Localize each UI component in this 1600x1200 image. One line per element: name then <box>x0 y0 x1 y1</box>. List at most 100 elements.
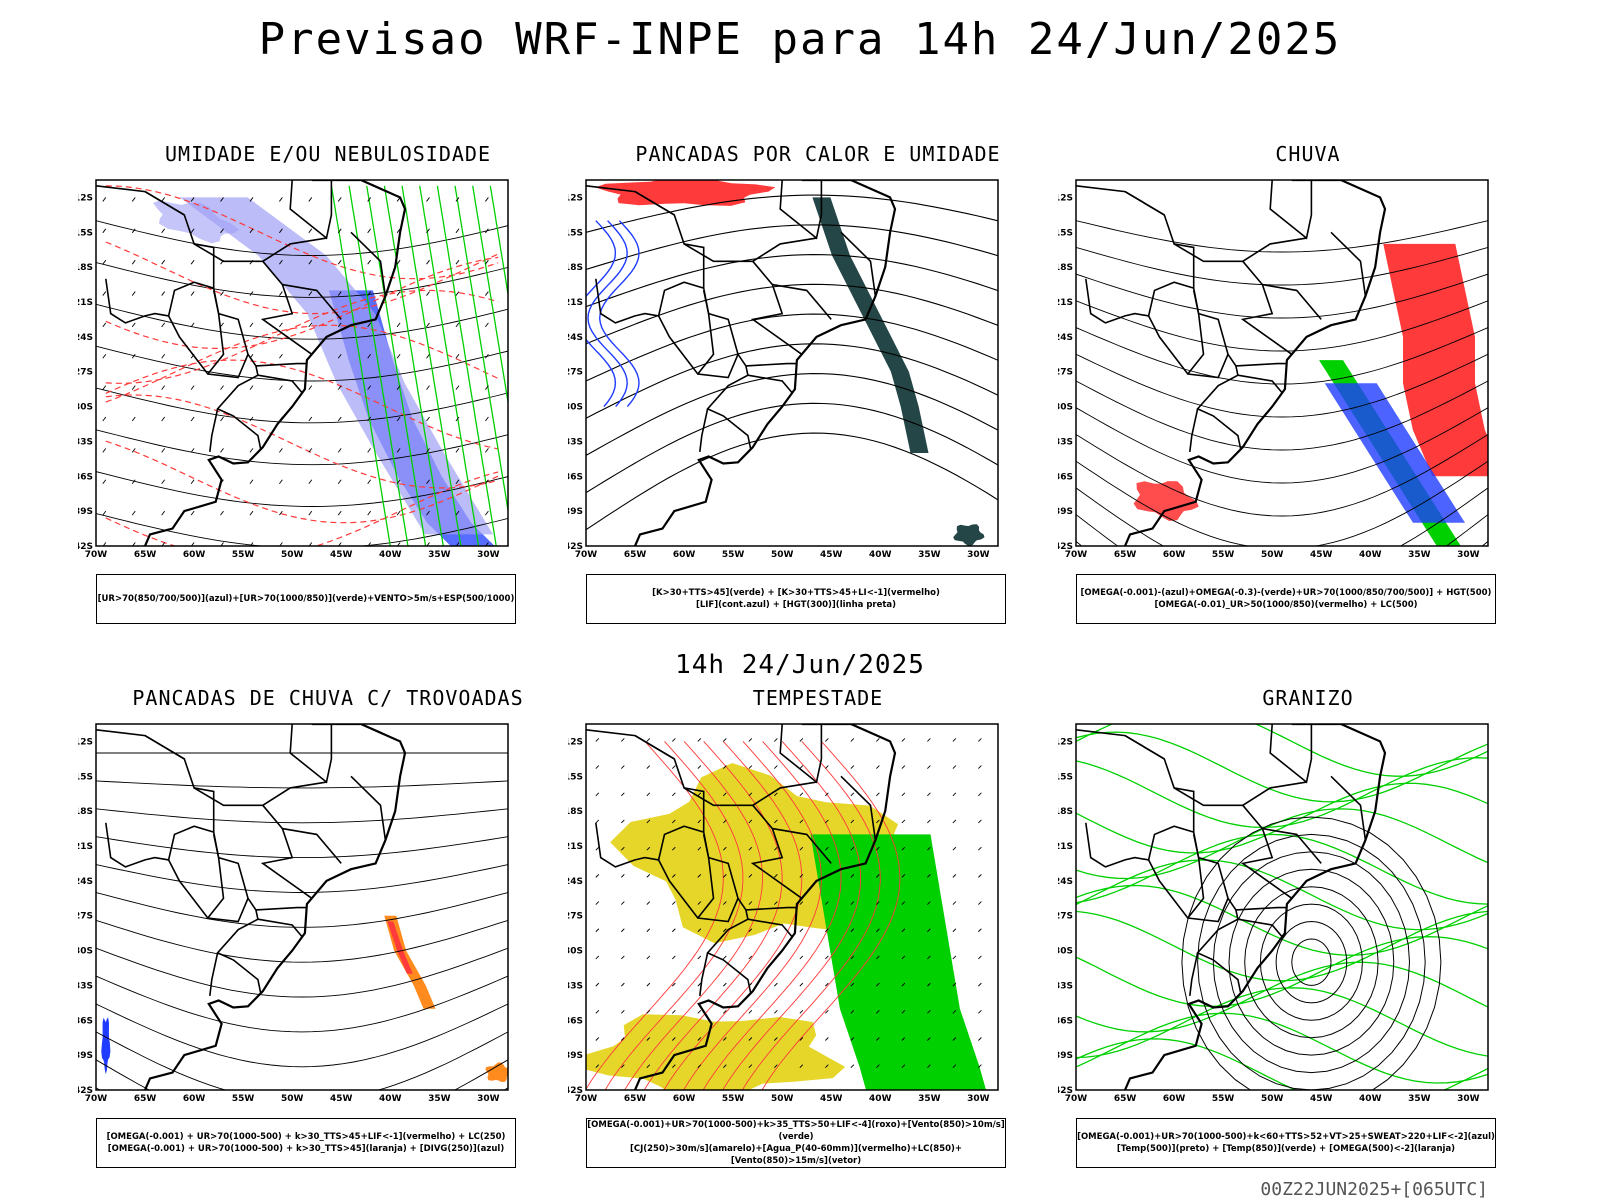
legend-box: [OMEGA(-0.001)+UR>70(1000-500)+k<60+TTS>… <box>1076 1118 1496 1168</box>
wind-vector <box>825 765 829 769</box>
country-border <box>683 781 817 807</box>
wind-vector <box>426 510 430 516</box>
wind-vector <box>774 1009 778 1014</box>
wind-vector <box>102 228 107 234</box>
wind-vector <box>672 928 676 933</box>
wind-vector <box>595 738 600 742</box>
wind-vector <box>723 738 727 742</box>
wind-vector <box>978 846 982 851</box>
coastline <box>633 724 897 1090</box>
wind-vector <box>723 955 727 960</box>
wind-vector <box>131 416 136 422</box>
wind-vector <box>367 259 372 265</box>
wind-vector <box>620 765 625 769</box>
lon-tick-label: 40W <box>869 550 892 560</box>
wind-vector <box>337 228 342 234</box>
lat-tick-label: 39S <box>78 1051 93 1061</box>
lon-tick-label: 70W <box>575 1094 598 1104</box>
contour-line <box>1076 808 1488 880</box>
wind-vector <box>161 291 166 296</box>
contour-line <box>586 373 998 456</box>
contour-line <box>1076 487 1488 546</box>
wind-vector <box>927 1009 931 1014</box>
lat-tick-label: 27S <box>1058 912 1073 922</box>
country-border <box>260 260 313 355</box>
wind-vector <box>131 197 136 202</box>
wind-vector <box>646 1009 651 1014</box>
map-tempestade: 12S 15S 18S 21S 24S 27S 30S 33S 36S 39S 42S70W 65W 6… <box>568 723 999 1104</box>
lon-tick-label: 40W <box>379 1094 402 1104</box>
lon-tick-label: 55W <box>1212 550 1235 560</box>
wind-vector <box>485 354 489 359</box>
lat-tick-label: 24S <box>568 877 583 887</box>
lat-tick-label: 27S <box>78 912 93 922</box>
wind-vector <box>308 416 313 422</box>
wind-vector <box>426 322 430 328</box>
wind-vector <box>426 479 430 485</box>
wind-vector <box>927 901 931 905</box>
contour-line <box>1076 782 1488 854</box>
wind-vector <box>620 1009 625 1014</box>
wind-vector <box>367 291 372 296</box>
contour-line <box>586 343 998 419</box>
contour-line <box>586 402 998 494</box>
wind-vector <box>367 354 372 359</box>
wind-vector <box>249 322 254 328</box>
lon-tick-label: 35W <box>918 1094 941 1104</box>
wind-vector <box>748 1064 753 1069</box>
lat-tick-label: 33S <box>1058 437 1073 447</box>
lat-tick-label: 15S <box>568 772 583 782</box>
lon-tick-label: 30W <box>477 550 500 560</box>
plot-frame <box>95 723 509 1091</box>
plot-frame <box>95 179 509 547</box>
wind-vector <box>161 385 166 390</box>
country-border <box>257 918 303 938</box>
country-border <box>282 283 342 320</box>
country-border <box>699 952 709 996</box>
lat-tick-label: 39S <box>1058 507 1073 517</box>
lat-tick-label: 36S <box>78 1016 93 1026</box>
wind-vector <box>952 1037 957 1041</box>
wind-vector <box>367 416 372 422</box>
wind-vector <box>426 448 430 453</box>
wind-vector <box>876 982 880 987</box>
wind-vector <box>620 846 625 851</box>
lat-tick-label: 18S <box>1058 807 1073 817</box>
contour-line <box>683 741 822 1090</box>
lon-tick-label: 40W <box>1359 1094 1382 1104</box>
wind-vector <box>723 874 727 878</box>
lat-tick-label: 42S <box>78 1086 93 1096</box>
contour-line <box>96 1031 508 1090</box>
wind-vector <box>337 291 342 296</box>
wind-vector <box>774 1064 778 1069</box>
wind-vector <box>876 1064 880 1069</box>
lat-tick-label: 36S <box>1058 1016 1073 1026</box>
wind-vector <box>978 792 982 797</box>
contour-line <box>586 741 724 1090</box>
wind-vector <box>279 354 283 359</box>
wind-vector <box>102 416 107 422</box>
contour-line <box>105 359 499 450</box>
wind-vector <box>190 416 195 422</box>
wind-vector <box>799 1037 804 1041</box>
wind-vector <box>131 479 136 485</box>
wind-vector <box>672 846 676 851</box>
wind-vector <box>190 291 195 296</box>
lon-tick-label: 35W <box>1408 1094 1431 1104</box>
contour-line <box>489 185 508 298</box>
wind-vector <box>978 928 982 933</box>
contour-line <box>105 185 499 280</box>
wind-vector <box>646 874 651 878</box>
wind-vector <box>697 874 702 878</box>
wind-vector <box>901 955 906 960</box>
wind-vector <box>455 479 460 485</box>
lat-tick-label: 21S <box>1058 298 1073 308</box>
wind-vector <box>102 291 107 296</box>
contour-line <box>1076 757 1488 829</box>
contour-line <box>1076 936 1488 1007</box>
country-border <box>289 180 333 240</box>
contour-line <box>105 471 499 546</box>
wind-vector <box>131 385 136 390</box>
wind-vector <box>455 385 460 390</box>
lat-tick-label: 30S <box>568 947 583 957</box>
